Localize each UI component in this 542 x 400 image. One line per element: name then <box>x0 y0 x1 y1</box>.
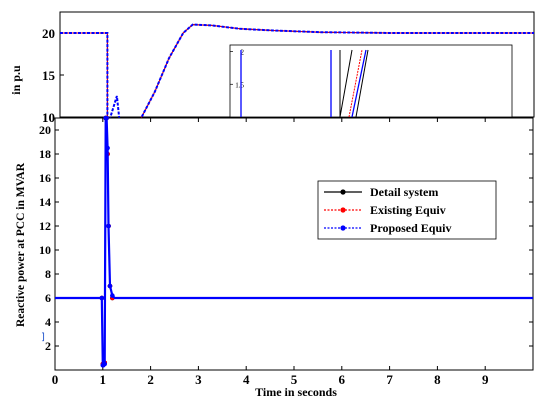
x-tick-label: 4 <box>243 372 250 387</box>
inset-series <box>240 49 369 118</box>
inset-frame <box>229 44 513 118</box>
main-series <box>55 115 533 368</box>
x-tick-label: 3 <box>195 372 202 387</box>
inset-y-tick-label: 1.5 <box>235 81 244 89</box>
x-tick-label: 7 <box>386 372 393 387</box>
y-tick-label: 6 <box>45 291 51 305</box>
y-tick-label: 16 <box>39 171 51 185</box>
legend-box <box>317 180 497 240</box>
zoom-y-tick-label: 15 <box>42 68 56 83</box>
stray-mark: ] <box>41 332 45 343</box>
series-point <box>102 361 108 367</box>
legend-swatch-marker <box>340 189 346 195</box>
y-tick-label: 20 <box>39 123 51 137</box>
series-point <box>110 293 115 298</box>
inset-series-line <box>348 49 363 118</box>
y-tick-label: 12 <box>39 219 51 233</box>
legend-label: Existing Equiv <box>370 203 446 217</box>
x-tick-label: 6 <box>339 372 346 387</box>
y-tick-label: 18 <box>39 147 51 161</box>
inset-y-tick-label: 2 <box>241 49 245 57</box>
y-tick-label: 8 <box>45 267 51 281</box>
x-tick-label: 1 <box>100 372 107 387</box>
zoom-panel-y-label: in p.u <box>9 65 23 95</box>
y-tick-label: 4 <box>45 315 51 329</box>
inset-series-line <box>339 49 353 118</box>
x-tick-label: 8 <box>434 372 441 387</box>
legend-label: Detail system <box>370 185 438 199</box>
inset-series-line <box>351 49 367 118</box>
series-point <box>99 295 105 301</box>
legend: Detail system Existing Equiv Proposed Equi… <box>317 180 497 240</box>
zoom-y-tick-label: 20 <box>42 26 55 41</box>
x-tick-label: 5 <box>291 372 298 387</box>
x-tick-label: 9 <box>482 372 489 387</box>
series-point <box>104 115 109 121</box>
y-tick-label: 10 <box>39 243 51 257</box>
y-tick-label: 14 <box>39 195 51 209</box>
inset-y-ticks: 21.5 <box>230 49 245 89</box>
legend-swatch-marker <box>340 207 346 213</box>
x-tick-label: 0 <box>52 372 59 387</box>
legend-label: Proposed Equiv <box>370 221 451 235</box>
main-y-ticks: 2 4 6 8 10 12 14 16 18 20 <box>39 123 533 353</box>
zoom-y-tick-label: 10 <box>42 110 55 125</box>
inset-series-line <box>355 49 369 118</box>
series-point <box>106 223 111 229</box>
inset-plot: 21.5 <box>229 44 513 118</box>
main-x-ticks: 0 1 2 3 4 5 6 7 8 9 <box>52 118 489 387</box>
series-point <box>105 145 110 151</box>
y-axis-label: Reactive power at PCC in MVAR <box>15 162 27 327</box>
legend-swatch-marker <box>340 225 346 231</box>
series-point <box>107 283 113 289</box>
x-axis-label: Time in seconds <box>255 385 337 399</box>
main-plot-frame <box>54 117 534 371</box>
x-tick-label: 2 <box>147 372 154 387</box>
y-tick-label: 2 <box>45 339 51 353</box>
